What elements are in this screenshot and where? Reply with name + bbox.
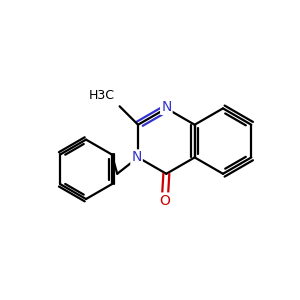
- Text: H3C: H3C: [89, 89, 115, 102]
- Text: N: N: [161, 100, 172, 114]
- Text: N: N: [131, 150, 142, 164]
- Text: O: O: [159, 194, 170, 208]
